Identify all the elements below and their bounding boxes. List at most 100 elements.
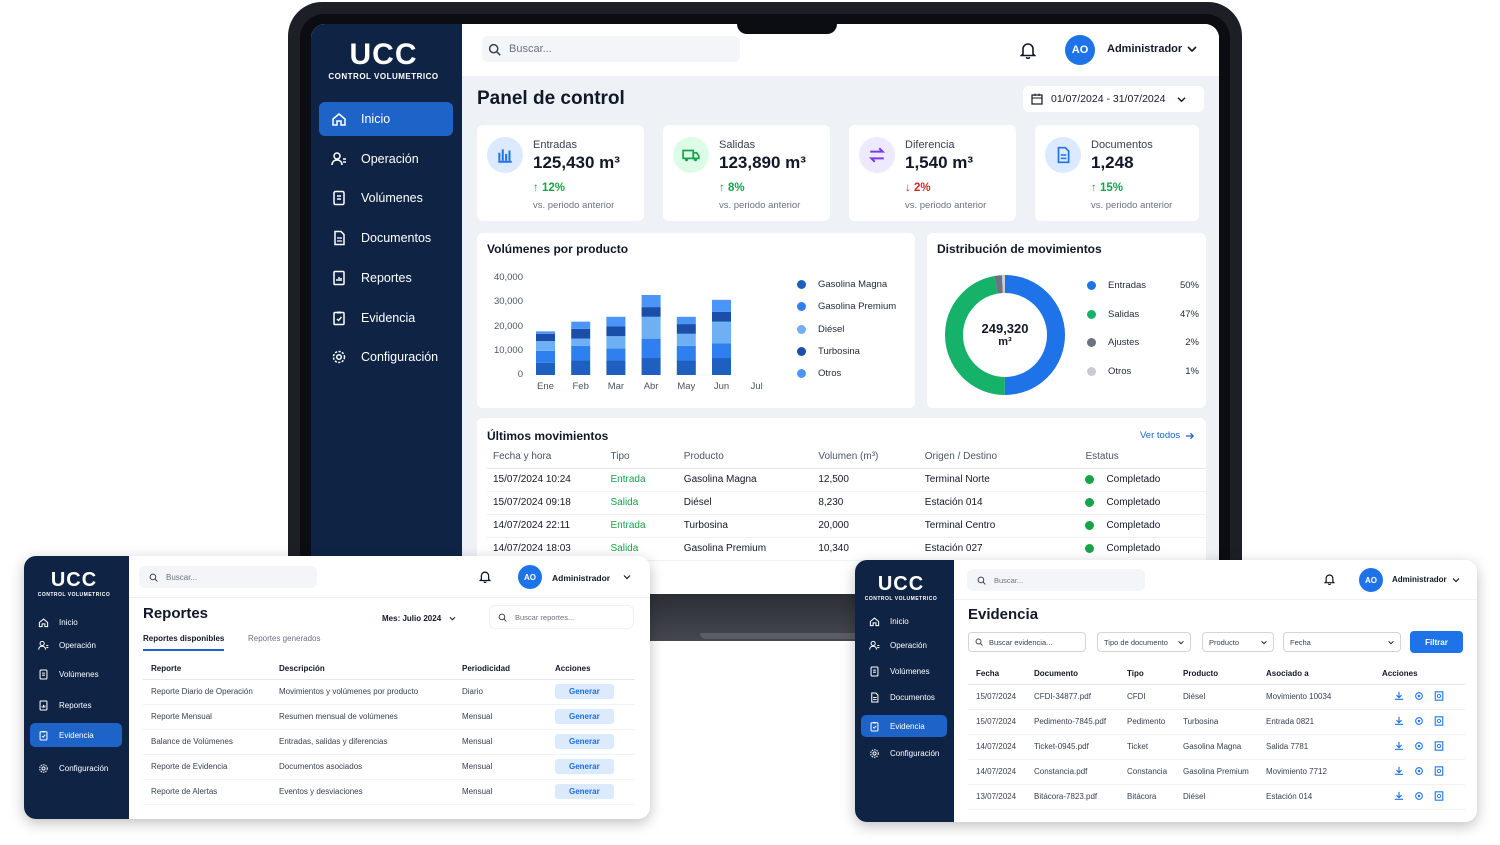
table-cell: Generar [555, 679, 635, 705]
search-document-icon[interactable] [1434, 790, 1444, 801]
sidebar-item-1[interactable]: Operación [861, 634, 947, 656]
view-icon[interactable] [1414, 791, 1424, 801]
tab-generated-reports[interactable]: Reportes generados [248, 634, 321, 643]
view-icon[interactable] [1414, 741, 1424, 751]
user-name[interactable]: Administrador [1107, 43, 1183, 55]
sidebar-item-2[interactable]: Volúmenes [30, 662, 122, 686]
month-select[interactable]: Mes: Julio 2024 [382, 608, 474, 628]
product-select[interactable]: Producto [1202, 632, 1274, 652]
sidebar-item-1[interactable]: Operación [319, 142, 453, 176]
doc-type-select[interactable]: Tipo de documento [1097, 632, 1191, 652]
sidebar-item-3[interactable]: Reportes [30, 693, 122, 717]
legend-swatch [797, 324, 806, 334]
search-input[interactable]: Buscar... [139, 566, 317, 588]
table-row[interactable]: 15/07/2024 10:24 Entrada Gasolina Magna 12,… [487, 468, 1206, 492]
see-all-link[interactable]: Ver todos [1140, 430, 1195, 441]
tab-available-reports[interactable]: Reportes disponibles [143, 634, 225, 651]
avatar[interactable]: AO [518, 565, 542, 589]
table-row[interactable]: 14/07/2024 22:11 Entrada Turbosina 20,000 Te… [487, 514, 1206, 538]
chevron-down-icon[interactable] [623, 574, 631, 580]
sidebar-item-2[interactable]: Volúmenes [861, 660, 947, 682]
bell-icon[interactable] [1020, 41, 1036, 59]
table-cell: Turbosina [683, 514, 819, 538]
download-icon[interactable] [1394, 766, 1404, 776]
sidebar-item-6[interactable]: Configuración [319, 340, 453, 374]
search-document-icon[interactable] [1434, 690, 1444, 701]
search-document-icon[interactable] [1434, 715, 1444, 726]
sidebar-item-5[interactable]: Configuración [30, 756, 122, 780]
date-range-picker[interactable]: 01/07/2024 - 31/07/2024 [1023, 86, 1204, 112]
generate-button[interactable]: Generar [555, 709, 614, 724]
table-row[interactable]: 15/07/2024 09:18 Salida Diésel 8,230 Estació… [487, 491, 1206, 515]
volume-icon [39, 669, 48, 679]
table-cell: Bitácora-7823.pdf [1034, 784, 1127, 810]
sidebar-item-3[interactable]: Documentos [319, 221, 453, 255]
avatar[interactable]: AO [1065, 35, 1095, 65]
bar-Feb-Gasolina Magna [571, 360, 591, 375]
kpi-label: Entradas [533, 139, 578, 151]
sidebar-item-4[interactable]: Reportes [319, 261, 453, 295]
sidebar-item-5[interactable]: Evidencia [319, 301, 453, 335]
kpi-card-entradas: Entradas 125,430 m³ ↑ 12% vs. periodo anter… [477, 125, 644, 221]
column-header: Producto [683, 446, 819, 469]
sidebar-item-1[interactable]: Operación [30, 633, 122, 657]
generate-button[interactable]: Generar [555, 759, 614, 774]
table-row: 14/07/2024 Constancia.pdf Constancia Gasoli… [968, 759, 1465, 785]
generate-button[interactable]: Generar [555, 784, 614, 799]
legend-swatch [797, 280, 806, 289]
sidebar-item-4[interactable]: Evidencia [861, 715, 947, 737]
sidebar-item-3[interactable]: Documentos [861, 686, 947, 708]
sidebar-item-0[interactable]: Inicio [319, 102, 453, 136]
avatar[interactable]: AO [1359, 568, 1383, 592]
sidebar-item-2[interactable]: Volúmenes [319, 181, 453, 215]
table-cell: Mensual [462, 704, 555, 730]
user-name[interactable]: Administrador [552, 573, 611, 583]
filter-button[interactable]: Filtrar [1410, 631, 1463, 653]
generate-button[interactable]: Generar [555, 734, 614, 749]
chevron-down-icon[interactable] [1452, 577, 1460, 583]
user-name[interactable]: Administrador [1392, 575, 1447, 584]
chevron-down-icon [1388, 640, 1394, 644]
search-input[interactable]: Buscar... [967, 569, 1145, 591]
download-icon[interactable] [1394, 691, 1404, 701]
bar-Jun-Otros [712, 299, 731, 312]
bell-icon[interactable] [479, 570, 491, 583]
date-select[interactable]: Fecha [1283, 632, 1401, 652]
search-document-icon[interactable] [1434, 765, 1444, 776]
sidebar-item-5[interactable]: Configuración [861, 742, 947, 764]
sidebar-item-4[interactable]: Evidencia [30, 723, 122, 747]
download-icon[interactable] [1394, 741, 1404, 751]
column-header: Fecha [968, 664, 1034, 685]
view-icon[interactable] [1414, 766, 1424, 776]
swap-icon [859, 137, 895, 173]
chevron-down-icon[interactable] [1187, 45, 1197, 53]
bell-icon[interactable] [1324, 573, 1335, 585]
table-cell: Gasolina Magna [683, 468, 819, 492]
view-icon[interactable] [1414, 691, 1424, 701]
table-cell: Estación 014 [924, 491, 1086, 515]
sidebar-item-0[interactable]: Inicio [30, 610, 122, 634]
legend-swatch [1087, 366, 1096, 376]
table-cell: CFDI [1127, 684, 1183, 710]
download-icon[interactable] [1394, 791, 1404, 801]
download-icon[interactable] [1394, 716, 1404, 726]
view-icon[interactable] [1414, 716, 1424, 726]
evidence-search-input[interactable]: Buscar evidencia... [968, 632, 1086, 652]
kpi-value: 1,540 m³ [905, 153, 974, 172]
kpi-note: vs. periodo anterior [905, 200, 987, 211]
table-cell: Documentos asociados [279, 754, 462, 780]
arrow-up-icon: ↑ [1091, 182, 1100, 194]
bar-Feb-Otros [571, 321, 591, 329]
x-tick-label: Mar [607, 381, 625, 392]
evidence-sidebar: UCC CONTROL VOLUMETRICO Inicio Operación V… [855, 560, 954, 822]
sidebar-item-0[interactable]: Inicio [861, 610, 947, 632]
table-cell: Entrada 0821 [1266, 709, 1382, 735]
search-document-icon[interactable] [1434, 740, 1444, 751]
reports-search-input[interactable]: Buscar reportes... [489, 605, 634, 629]
legend-swatch [797, 346, 806, 356]
search-input[interactable]: Buscar... [482, 36, 740, 62]
generate-button[interactable]: Generar [555, 684, 614, 699]
x-tick-label: Feb [572, 381, 589, 392]
legend-item: Otros [797, 368, 841, 379]
chevron-down-icon [1261, 640, 1267, 644]
